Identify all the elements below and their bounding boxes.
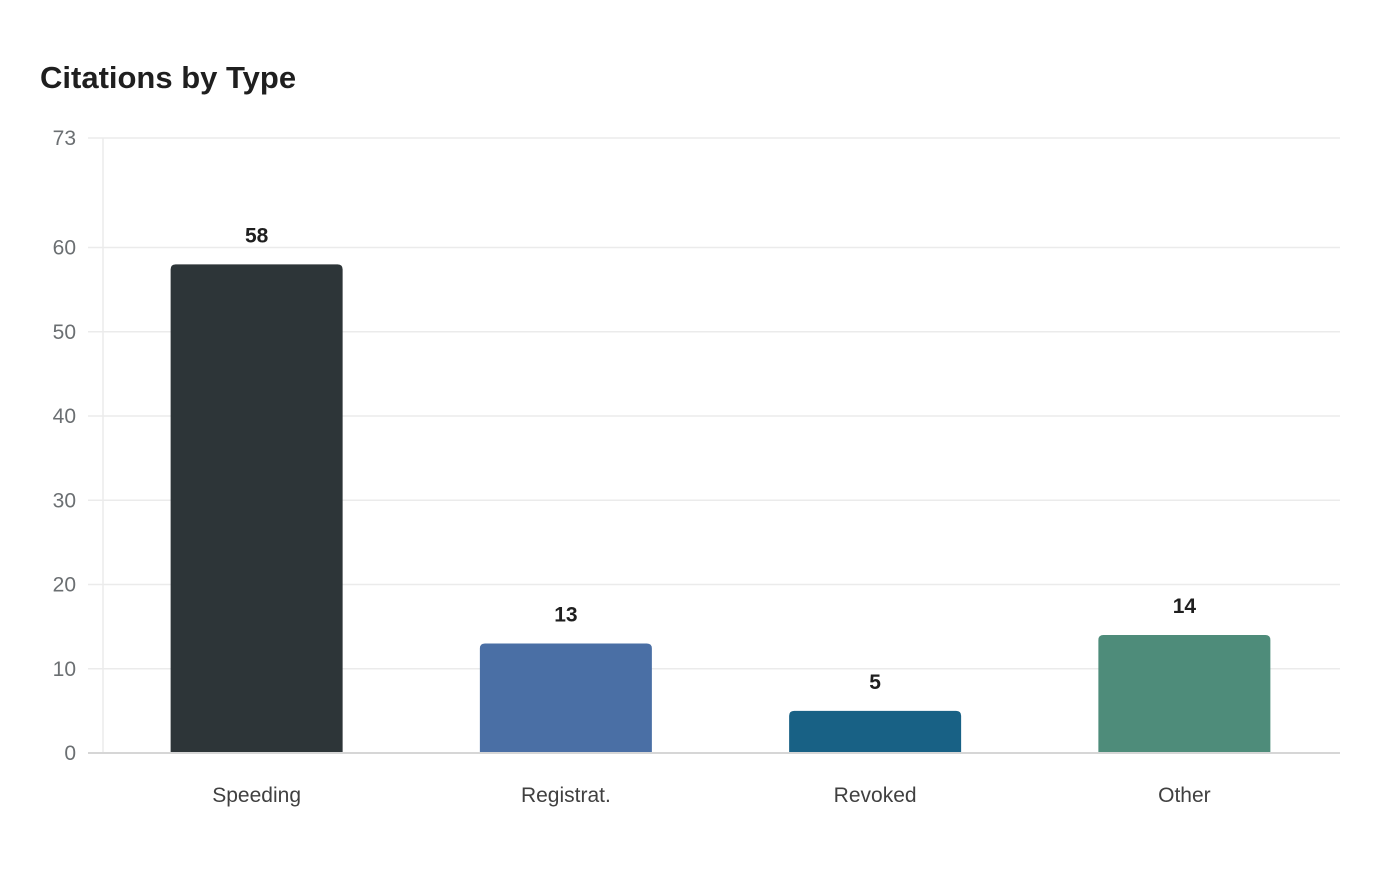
chart-title: Citations by Type [40,60,297,95]
y-tick-label: 40 [53,405,76,428]
bar-revoked[interactable] [789,710,962,753]
value-label: 13 [554,603,577,626]
bar-group: 13 Registrat. [479,603,652,807]
y-tick-label: 20 [53,574,76,597]
bar-group: 58 Speeding [170,224,343,807]
y-tick-label: 73 [53,127,76,150]
axes [88,138,1340,754]
y-tick-label: 0 [64,742,76,765]
value-label: 58 [245,224,269,247]
x-category-label: Revoked [834,784,917,807]
x-category-label: Registrat. [521,784,611,807]
bar-group: 5 Revoked [789,671,962,807]
y-tick-label: 30 [53,489,76,512]
y-axis-ticks: 0 10 20 30 40 50 60 73 [53,127,76,765]
value-label: 14 [1173,595,1197,618]
x-category-label: Other [1158,784,1211,807]
bar-group: 14 Other [1098,595,1271,807]
y-tick-label: 60 [53,237,76,260]
value-label: 5 [869,671,881,694]
y-tick-label: 10 [53,658,76,681]
bar-speeding[interactable] [170,264,343,753]
bar-other[interactable] [1098,635,1271,753]
x-category-label: Speeding [212,784,301,807]
bars: 58 Speeding 13 Registrat. 5 Revoked 14 Other [170,224,1271,807]
y-tick-label: 50 [53,321,76,344]
bar-registrat[interactable] [479,643,652,753]
